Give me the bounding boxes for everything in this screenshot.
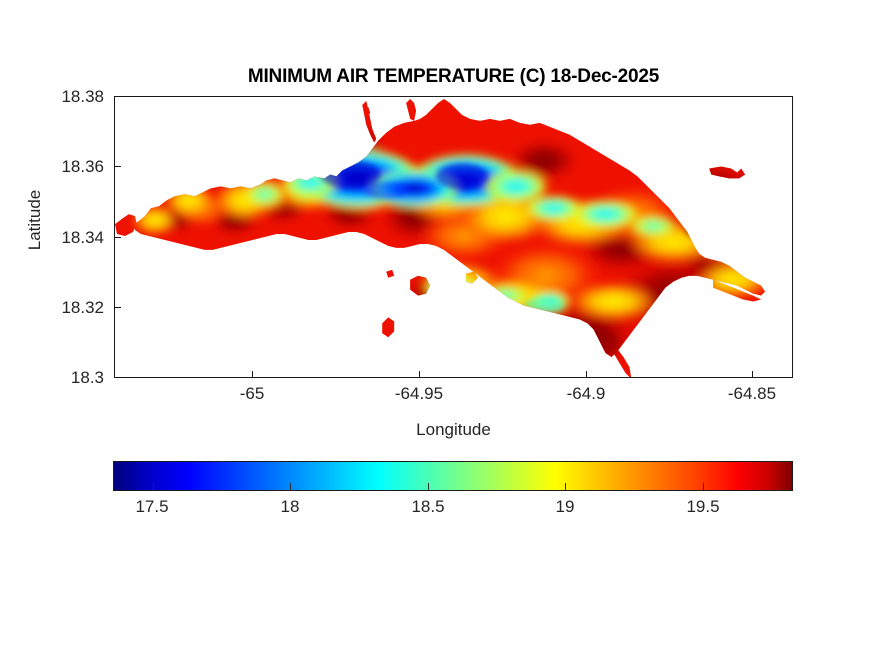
xtick-mark bbox=[752, 371, 754, 378]
xtick-mark bbox=[419, 371, 421, 378]
ytick-label: 18.38 bbox=[61, 87, 104, 106]
colorbar-label: 19.5 bbox=[686, 497, 720, 516]
colorbar-jet-ramp bbox=[114, 462, 792, 490]
xtick-mark bbox=[586, 371, 588, 378]
ytick-mark bbox=[114, 377, 121, 379]
colorbar-label: 18.5 bbox=[411, 497, 445, 516]
x-axis-label: Longitude bbox=[416, 420, 491, 439]
colorbar-tick bbox=[703, 483, 705, 490]
temperature-heatmap bbox=[115, 97, 792, 377]
ytick-label: 18.34 bbox=[61, 228, 104, 247]
colorbar-label: 18 bbox=[280, 497, 300, 516]
xtick-mark bbox=[252, 371, 254, 378]
colorbar-tick bbox=[290, 483, 292, 490]
colorbar-tick bbox=[153, 483, 155, 490]
ytick-mark bbox=[114, 307, 121, 309]
map-plot-area bbox=[114, 96, 793, 378]
xtick-label: -64.9 bbox=[566, 384, 606, 403]
ytick-mark bbox=[114, 166, 121, 168]
colorbar-tick bbox=[565, 483, 567, 490]
colorbar-label: 19 bbox=[555, 497, 575, 516]
ytick-label: 18.32 bbox=[61, 298, 104, 317]
ytick-label: 18.3 bbox=[70, 368, 104, 387]
ytick-label: 18.36 bbox=[61, 157, 104, 176]
ytick-mark bbox=[114, 237, 121, 239]
xtick-label: -64.85 bbox=[727, 384, 777, 403]
colorbar-tick bbox=[428, 483, 430, 490]
colorbar-label: 17.5 bbox=[135, 497, 169, 516]
ytick-mark bbox=[114, 96, 121, 98]
colorbar-gradient bbox=[113, 461, 793, 491]
xtick-label: -65 bbox=[239, 384, 265, 403]
colorbar bbox=[113, 461, 793, 491]
page-title: MINIMUM AIR TEMPERATURE (C) 18-Dec-2025 bbox=[247, 66, 660, 87]
y-axis-label: Latitude bbox=[25, 189, 44, 251]
xtick-label: -64.95 bbox=[394, 384, 444, 403]
